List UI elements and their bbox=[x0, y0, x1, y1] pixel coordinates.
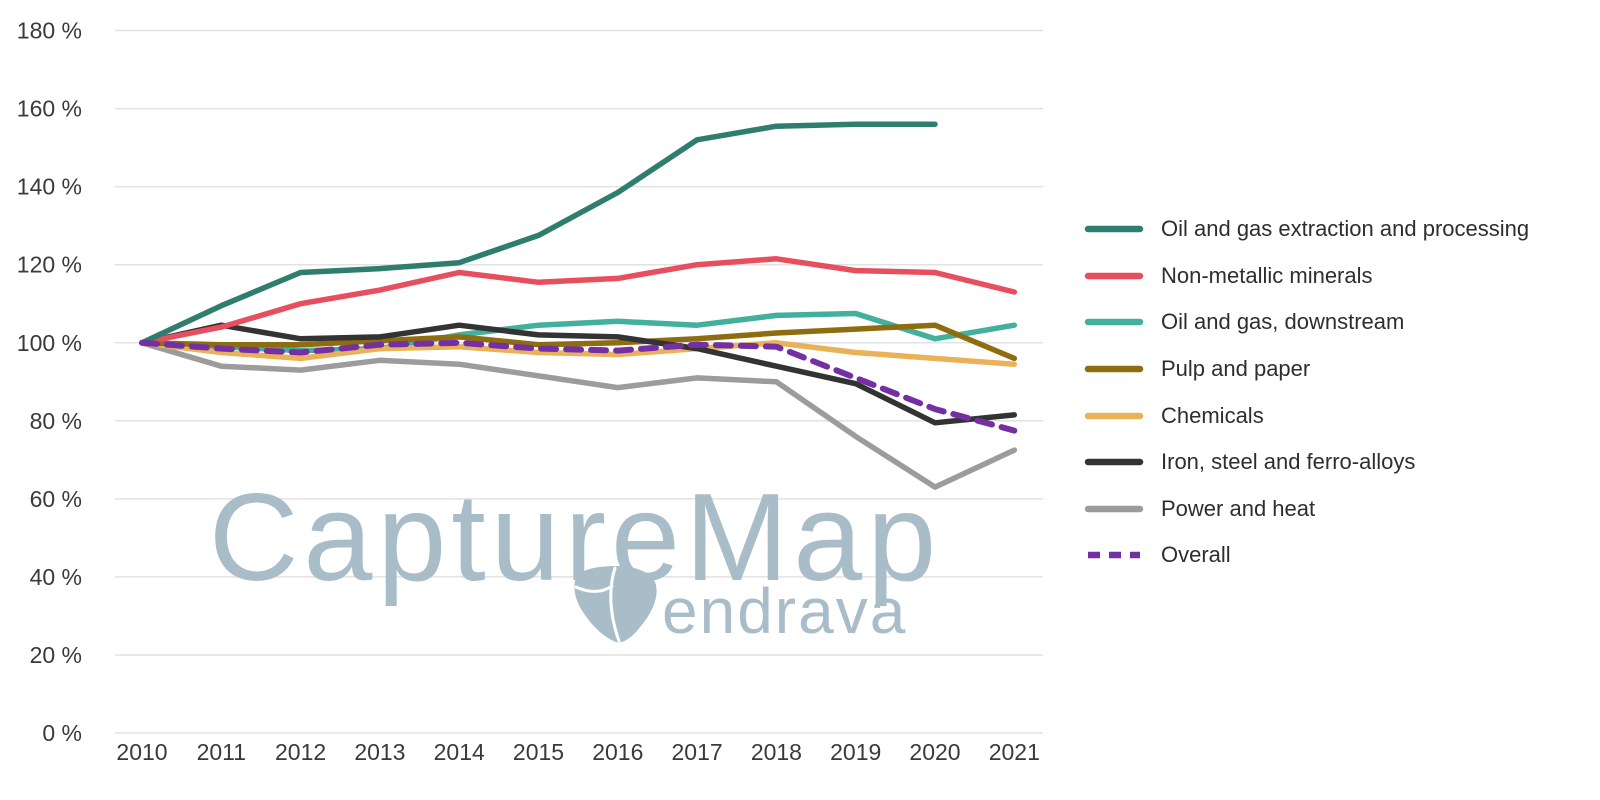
watermark: CaptureMap endrava bbox=[209, 469, 941, 647]
legend-item-overall: Overall bbox=[1084, 532, 1529, 579]
series-line-overall bbox=[139, 339, 1018, 434]
y-axis-tick-label: 140 % bbox=[17, 174, 82, 200]
legend-swatch-oil-and-gas-extraction-and-processing-icon bbox=[1084, 226, 1144, 233]
legend-item-iron-steel-and-ferro-alloys: Iron, steel and ferro-alloys bbox=[1084, 439, 1529, 486]
legend-label: Oil and gas extraction and processing bbox=[1161, 216, 1530, 242]
legend-item-power-and-heat: Power and heat bbox=[1084, 486, 1529, 533]
x-axis-tick-label: 2015 bbox=[513, 739, 564, 765]
series-line-pulp-and-paper bbox=[139, 322, 1018, 362]
watermark-capturemap-text: CaptureMap bbox=[209, 469, 941, 607]
series-line-non-metallic-minerals bbox=[139, 256, 1018, 346]
x-axis-tick-label: 2010 bbox=[116, 739, 167, 765]
series-line-oil-and-gas-downstream bbox=[139, 310, 1018, 354]
legend-item-pulp-and-paper: Pulp and paper bbox=[1084, 346, 1529, 393]
legend-swatch-power-and-heat-icon bbox=[1084, 505, 1144, 513]
y-axis-tick-label: 160 % bbox=[17, 96, 82, 122]
legend-item-oil-and-gas-extraction-and-processing: Oil and gas extraction and processing bbox=[1084, 206, 1529, 253]
series-line-power-and-heat bbox=[139, 340, 1018, 490]
x-axis-tick-label: 2017 bbox=[672, 739, 723, 765]
watermark-endrava-text: endrava bbox=[662, 575, 907, 647]
legend-label: Power and heat bbox=[1161, 495, 1316, 521]
legend-swatch-overall-icon bbox=[1088, 552, 1140, 559]
series-line-oil-and-gas-extraction-and-processing bbox=[139, 121, 938, 346]
legend-item-oil-and-gas-downstream: Oil and gas, downstream bbox=[1084, 299, 1529, 346]
series-line-chemicals bbox=[139, 340, 1018, 367]
legend-label: Chemicals bbox=[1161, 402, 1264, 428]
x-axis-labels: 2010 2011 2012 2013 2014 2015 2016 2017 2018 2019… bbox=[116, 739, 1039, 765]
series-line-iron-steel-and-ferro-alloys bbox=[139, 322, 1018, 426]
y-axis-tick-label: 60 % bbox=[30, 486, 82, 512]
data-series bbox=[139, 121, 1018, 490]
y-axis-tick-label: 20 % bbox=[30, 642, 82, 668]
y-axis-tick-label: 0 % bbox=[42, 720, 82, 746]
x-axis-tick-label: 2016 bbox=[592, 739, 643, 765]
x-axis-tick-label: 2018 bbox=[751, 739, 802, 765]
legend-swatch-pulp-and-paper-icon bbox=[1084, 365, 1144, 373]
legend-label: Pulp and paper bbox=[1161, 356, 1311, 382]
legend: Oil and gas extraction and processing Non… bbox=[1084, 206, 1529, 579]
x-axis-tick-label: 2011 bbox=[197, 739, 246, 765]
x-axis-tick-label: 2013 bbox=[354, 739, 405, 765]
y-axis-tick-label: 180 % bbox=[17, 18, 82, 44]
x-axis-tick-label: 2019 bbox=[830, 739, 881, 765]
legend-label: Non-metallic minerals bbox=[1161, 262, 1373, 288]
legend-swatch-oil-and-gas-downstream-icon bbox=[1084, 319, 1144, 326]
legend-swatch-iron-steel-and-ferro-alloys-icon bbox=[1084, 459, 1144, 466]
legend-label: Overall bbox=[1161, 542, 1231, 568]
legend-item-chemicals: Chemicals bbox=[1084, 392, 1529, 439]
legend-label: Iron, steel and ferro-alloys bbox=[1161, 449, 1416, 475]
endrava-logo-icon bbox=[574, 566, 657, 643]
y-axis-tick-label: 80 % bbox=[30, 408, 82, 434]
legend-swatch-non-metallic-minerals-icon bbox=[1084, 272, 1144, 280]
y-axis-tick-label: 120 % bbox=[17, 252, 82, 278]
x-axis-tick-label: 2014 bbox=[434, 739, 485, 765]
x-axis-tick-label: 2020 bbox=[909, 739, 960, 765]
x-axis-tick-label: 2021 bbox=[989, 739, 1040, 765]
legend-label: Oil and gas, downstream bbox=[1161, 309, 1405, 335]
y-axis-tick-label: 100 % bbox=[17, 330, 82, 356]
legend-item-non-metallic-minerals: Non-metallic minerals bbox=[1084, 253, 1529, 300]
y-axis-tick-label: 40 % bbox=[30, 564, 82, 590]
legend-swatch-chemicals-icon bbox=[1084, 412, 1144, 419]
y-axis-labels: 180 % 160 % 140 % 120 % 100 % 80 % 60 % 40 % 20 … bbox=[17, 18, 82, 746]
x-axis-tick-label: 2012 bbox=[275, 739, 326, 765]
